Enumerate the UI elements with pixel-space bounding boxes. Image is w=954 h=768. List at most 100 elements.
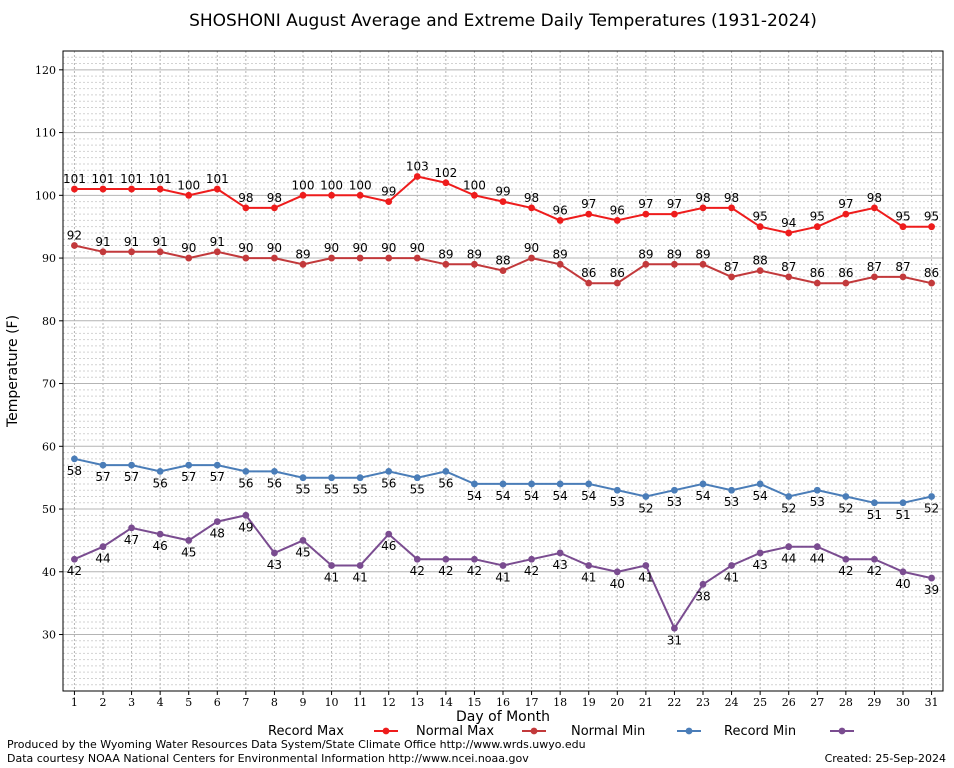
normal-max-point: [328, 254, 335, 262]
record-max-point: [613, 217, 621, 224]
normal-max-data-label: 89: [553, 247, 568, 261]
normal-max-point: [842, 279, 850, 287]
record-min-data-label: 42: [467, 564, 482, 578]
normal-max-point: [413, 254, 421, 262]
x-tick-label: 2: [100, 696, 107, 709]
record-min-data-label: 47: [124, 533, 139, 547]
normal-max-point: [442, 260, 450, 268]
record-max-data-label: 103: [406, 159, 429, 173]
record-min-point: [842, 555, 850, 563]
record-min-data-label: 40: [895, 577, 910, 591]
record-max-point: [528, 204, 535, 212]
record-max-data-label: 100: [349, 178, 372, 192]
record-max-data-label: 100: [177, 178, 200, 192]
normal-max-point: [899, 273, 907, 281]
record-min-point: [128, 524, 135, 532]
record-min-point: [156, 530, 164, 538]
record-min-data-label: 31: [667, 633, 682, 647]
record-min-data-label: 41: [495, 571, 510, 585]
normal-max-legend-marker: [530, 727, 538, 735]
normal-min-point: [813, 486, 821, 494]
record-max-point: [156, 185, 164, 193]
normal-min-data-label: 52: [924, 501, 939, 515]
x-tick-label: 20: [610, 696, 624, 709]
record-max-point: [299, 191, 307, 199]
record-max-point: [785, 229, 793, 237]
normal-max-series: 92 91 91 91 90 91 90 90 89 90 90 90 90 89 89 88 90 89 86 86…: [67, 229, 939, 287]
y-tick-label: 120: [35, 64, 56, 77]
normal-max-point: [356, 254, 364, 262]
x-axis-ticks: 1 2 3 4 5 6 7 8 9 10 11 12 13 14 15 16 17 18 19 20 21 22 23 24 2…: [71, 691, 939, 709]
normal-min-data-label: 56: [381, 476, 396, 490]
record-min-data-label: 44: [810, 552, 825, 566]
normal-min-data-label: 51: [867, 508, 882, 522]
normal-max-point: [585, 279, 593, 287]
record-max-point: [642, 210, 650, 218]
record-max-point: [871, 204, 878, 212]
record-min-legend-marker: [838, 727, 846, 735]
normal-min-data-label: 54: [553, 489, 568, 503]
x-tick-label: 14: [439, 696, 453, 709]
record-min-point: [928, 574, 935, 582]
record-min-point: [356, 562, 364, 569]
record-min-data-label: 42: [67, 564, 82, 578]
record-min-point: [471, 555, 478, 563]
x-tick-label: 30: [896, 696, 910, 709]
record-min-point: [71, 555, 78, 563]
record-max-point: [328, 191, 335, 199]
record-max-data-label: 99: [381, 185, 396, 199]
record-max-series: 101 101 101 101 100 101 98 98 100 100 100 99 103 102 1…: [63, 159, 939, 237]
normal-max-data-label: 90: [181, 241, 196, 255]
normal-min-data-label: 58: [67, 464, 82, 478]
record-max-data-label: 97: [838, 197, 853, 211]
record-min-data-label: 41: [724, 571, 739, 585]
normal-max-point: [185, 254, 193, 262]
normal-min-data-label: 57: [95, 470, 110, 484]
record-max-point: [71, 185, 78, 193]
normal-min-data-label: 55: [353, 483, 368, 497]
record-max-data-label: 96: [610, 203, 625, 217]
record-max-point: [185, 191, 193, 199]
record-min-legend-label: Record Min: [724, 724, 796, 739]
normal-max-point: [813, 279, 821, 287]
normal-min-point: [585, 480, 593, 488]
footer-produced-by: Produced by the Wyoming Water Resources …: [7, 738, 586, 751]
normal-max-point: [499, 267, 507, 275]
normal-min-point: [556, 480, 564, 488]
normal-max-data-label: 90: [524, 241, 539, 255]
record-max-data-label: 100: [292, 178, 315, 192]
normal-max-point: [671, 260, 678, 268]
record-max-point: [556, 217, 564, 224]
record-max-point: [385, 198, 393, 205]
record-max-point: [899, 223, 907, 231]
record-max-data-label: 101: [92, 172, 115, 186]
record-min-point: [413, 555, 421, 563]
normal-min-point: [356, 474, 364, 482]
x-tick-label: 15: [467, 696, 481, 709]
normal-min-point: [871, 499, 878, 507]
normal-min-data-label: 55: [410, 483, 425, 497]
record-min-data-label: 42: [524, 564, 539, 578]
x-tick-label: 12: [382, 696, 396, 709]
record-min-point: [671, 624, 678, 632]
normal-min-point: [385, 467, 393, 475]
normal-max-data-label: 89: [295, 247, 310, 261]
y-tick-label: 100: [35, 189, 56, 202]
normal-max-data-label: 86: [924, 266, 939, 280]
normal-min-point: [642, 493, 650, 500]
plot-frame: [62, 50, 944, 692]
x-tick-label: 22: [667, 696, 681, 709]
x-tick-label: 24: [725, 696, 739, 709]
record-max-data-label: 98: [695, 191, 710, 205]
normal-max-data-label: 87: [781, 260, 796, 274]
normal-min-point: [242, 467, 250, 475]
normal-min-data-label: 54: [495, 489, 510, 503]
record-min-data-label: 45: [181, 545, 196, 559]
x-tick-label: 5: [185, 696, 192, 709]
normal-max-data-label: 91: [210, 235, 225, 249]
normal-min-data-label: 57: [124, 470, 139, 484]
record-min-point: [728, 562, 735, 569]
record-min-data-label: 42: [838, 564, 853, 578]
record-max-point: [442, 179, 450, 187]
x-tick-label: 17: [525, 696, 539, 709]
